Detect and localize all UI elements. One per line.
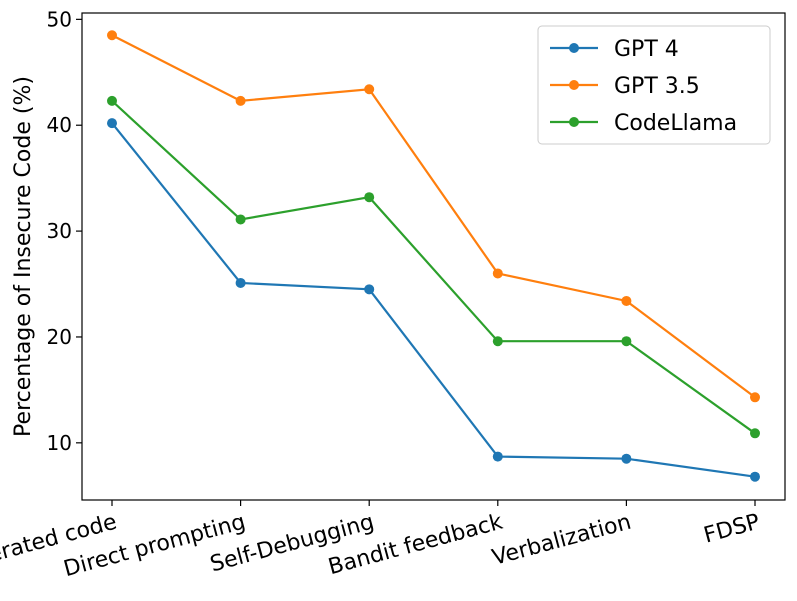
data-point xyxy=(107,95,117,106)
data-point xyxy=(750,471,760,482)
series-gpt-3-5 xyxy=(107,30,760,403)
legend-label: CodeLlama xyxy=(614,111,737,136)
legend-item: CodeLlama xyxy=(550,111,737,136)
data-point xyxy=(750,392,760,403)
y-axis-label: Percentage of Insecure Code (%) xyxy=(11,76,36,437)
y-tick-label: 10 xyxy=(47,431,72,455)
plot-frame xyxy=(81,12,786,501)
data-point xyxy=(235,95,246,106)
y-tick-label: 50 xyxy=(47,7,72,31)
data-point xyxy=(492,336,503,347)
series-line xyxy=(111,34,756,399)
data-point xyxy=(621,336,632,347)
data-point xyxy=(492,451,503,462)
data-point xyxy=(492,268,503,279)
legend-label: GPT 3.5 xyxy=(614,74,700,99)
series-line xyxy=(111,100,756,435)
legend-swatch-marker xyxy=(569,80,579,90)
series-gpt-4 xyxy=(107,118,760,482)
data-point xyxy=(107,30,117,41)
x-tick-label: Verbalization xyxy=(490,510,634,571)
data-point xyxy=(364,192,375,203)
legend-item: GPT 3.5 xyxy=(550,74,700,99)
legend-label: GPT 4 xyxy=(614,37,679,62)
legend-swatch-marker xyxy=(569,43,579,53)
data-point xyxy=(364,84,375,95)
x-tick-label: FDSP xyxy=(701,510,762,549)
data-point xyxy=(364,284,375,295)
series-codellama xyxy=(107,95,760,439)
y-tick-label: 40 xyxy=(47,113,72,137)
legend-box xyxy=(537,25,771,145)
data-point xyxy=(107,118,117,129)
data-point xyxy=(235,214,246,225)
legend-swatch-marker xyxy=(569,117,579,127)
y-tick-label: 20 xyxy=(47,325,72,349)
series-layer xyxy=(107,30,760,482)
legend-item: GPT 4 xyxy=(550,37,679,62)
data-point xyxy=(235,277,246,288)
data-point xyxy=(750,428,760,439)
y-tick-label: 30 xyxy=(47,219,72,243)
y-axis-ticks: 10 20 30 40 50 xyxy=(47,7,82,455)
data-point xyxy=(621,453,632,464)
data-point xyxy=(621,295,632,306)
legend: GPT 4 GPT 3.5 CodeLlama xyxy=(537,25,771,145)
series-line xyxy=(111,122,756,478)
